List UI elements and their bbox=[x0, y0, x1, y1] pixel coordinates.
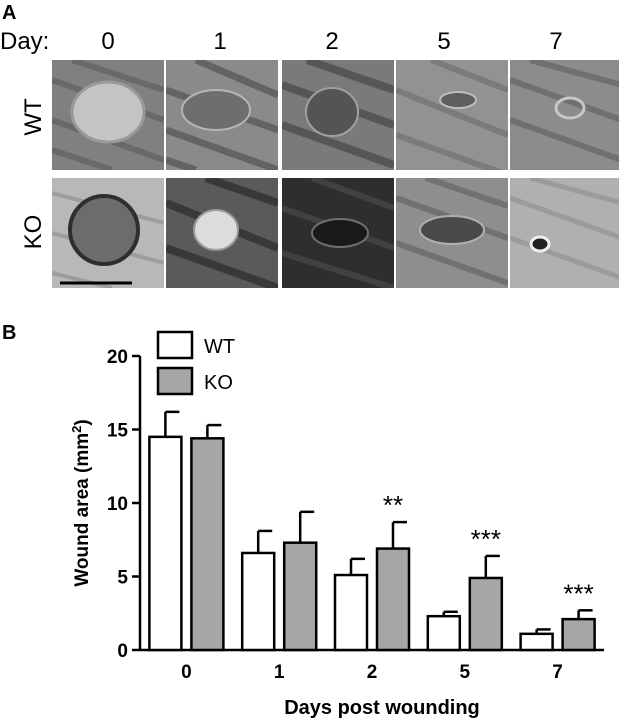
legend-label-wt: WT bbox=[204, 336, 235, 358]
x-tick-label: 7 bbox=[552, 662, 563, 683]
bar-ko-day2 bbox=[375, 547, 411, 652]
photo-ko-day1 bbox=[166, 178, 278, 288]
bar-ko-day1 bbox=[282, 541, 318, 652]
bar-chart: 0 5 10 15 20 Wound area (mm2) 0 1 2 ** 5 *** 7 *** Day… bbox=[69, 330, 604, 719]
row-label-wt: WT bbox=[20, 98, 47, 136]
bar-wt-day5 bbox=[426, 614, 462, 652]
day-label-7: 7 bbox=[549, 28, 563, 55]
photo-wt-day0 bbox=[52, 60, 164, 170]
photo-ko-day0 bbox=[52, 178, 164, 288]
y-tick-label: 0 bbox=[117, 641, 128, 662]
x-axis-label: Days post wounding bbox=[284, 697, 480, 719]
bar-ko-day7 bbox=[561, 617, 596, 652]
significance-marker: *** bbox=[563, 578, 593, 608]
y-tick-label: 15 bbox=[107, 421, 129, 442]
y-tick-label: 5 bbox=[117, 568, 128, 589]
day-label-1: 1 bbox=[213, 28, 227, 55]
day-label-0: 0 bbox=[101, 28, 115, 55]
row-label-ko: KO bbox=[20, 214, 47, 250]
bar-wt-day1 bbox=[240, 551, 276, 652]
photo-ko-day7 bbox=[510, 178, 619, 288]
significance-marker: ** bbox=[383, 490, 403, 520]
y-axis-label: Wound area (mm2) bbox=[69, 419, 93, 586]
legend-swatch-wt bbox=[156, 330, 194, 360]
x-tick-label: 5 bbox=[460, 662, 471, 683]
day-label-5: 5 bbox=[437, 28, 451, 55]
x-tick-label: 1 bbox=[274, 662, 285, 683]
bar-ko-day5 bbox=[468, 576, 504, 652]
bar-wt-day2 bbox=[333, 573, 369, 652]
y-tick-label: 20 bbox=[107, 347, 128, 368]
photo-wt-day1 bbox=[166, 60, 278, 170]
panel-b-label: B bbox=[2, 322, 17, 344]
y-tick-label: 10 bbox=[107, 494, 128, 515]
day-label-2: 2 bbox=[325, 28, 339, 55]
legend-label-ko: KO bbox=[204, 372, 233, 394]
photo-wt-day2 bbox=[282, 60, 394, 170]
photo-wt-day7 bbox=[510, 60, 619, 170]
bar-wt-day0 bbox=[148, 435, 183, 652]
day-prefix-label: Day: bbox=[0, 28, 50, 55]
panel-a-label: A bbox=[2, 2, 17, 24]
photo-ko-day2 bbox=[282, 178, 394, 288]
x-tick-label: 0 bbox=[181, 662, 192, 683]
legend-swatch-ko bbox=[156, 366, 194, 396]
bar-wt-day7 bbox=[519, 632, 554, 652]
significance-marker: *** bbox=[471, 524, 501, 554]
photo-ko-day5 bbox=[396, 178, 508, 288]
bar-ko-day0 bbox=[190, 437, 225, 652]
photo-wt-day5 bbox=[396, 60, 508, 170]
x-tick-label: 2 bbox=[367, 662, 378, 683]
